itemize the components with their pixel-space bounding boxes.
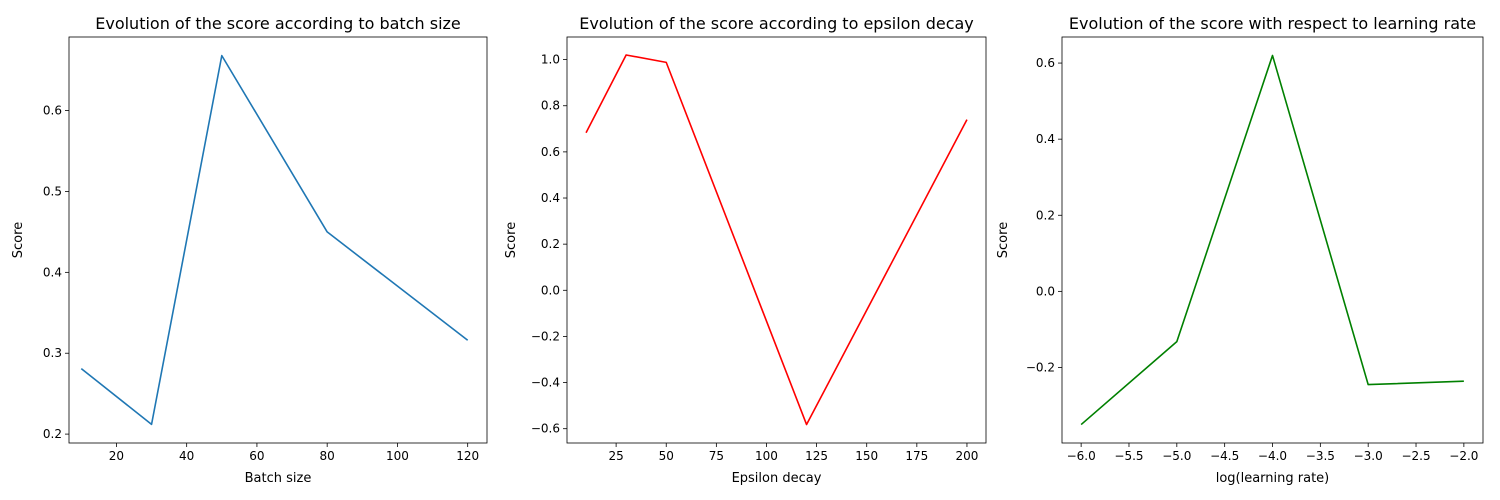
plot-frame bbox=[68, 36, 488, 444]
y-tick-label: −0.4 bbox=[531, 376, 560, 390]
x-tick-label: 100 bbox=[755, 449, 778, 463]
chart-title: Evolution of the score according to batc… bbox=[95, 14, 461, 33]
y-tick-label: 0.4 bbox=[43, 265, 62, 279]
series-line bbox=[585, 54, 968, 426]
y-tick-label: 0.6 bbox=[541, 145, 560, 159]
chart-title: Evolution of the score according to epsi… bbox=[579, 14, 974, 33]
y-tick-label: −0.6 bbox=[531, 422, 560, 436]
x-tick-label: −2.0 bbox=[1449, 449, 1478, 463]
y-tick-label: 0.6 bbox=[43, 104, 62, 118]
x-tick-label: −5.0 bbox=[1162, 449, 1191, 463]
y-tick-label: 0.6 bbox=[1036, 56, 1055, 70]
y-axis-label: Score bbox=[504, 222, 519, 258]
x-tick-label: −2.5 bbox=[1401, 449, 1430, 463]
x-tick-label: −3.0 bbox=[1354, 449, 1383, 463]
chart-title: Evolution of the score with respect to l… bbox=[1069, 14, 1476, 33]
series-line bbox=[80, 54, 469, 426]
x-tick-label: 175 bbox=[905, 449, 928, 463]
x-tick-label: 120 bbox=[456, 449, 479, 463]
series-line bbox=[1080, 54, 1464, 426]
y-tick-label: 0.5 bbox=[43, 184, 62, 198]
x-tick-label: 80 bbox=[320, 449, 335, 463]
chart-1: Evolution of the score according to batc… bbox=[11, 14, 488, 486]
x-tick-label: 100 bbox=[386, 449, 409, 463]
plot-frame bbox=[566, 36, 987, 444]
y-tick-label: 0.4 bbox=[541, 191, 560, 205]
x-tick-label: 150 bbox=[855, 449, 878, 463]
y-tick-label: 0.3 bbox=[43, 346, 62, 360]
y-tick-label: 0.0 bbox=[541, 283, 560, 297]
x-tick-label: −4.5 bbox=[1210, 449, 1239, 463]
y-axis-label: Score bbox=[11, 222, 26, 258]
y-tick-label: 0.2 bbox=[1036, 208, 1055, 222]
chart-2: Evolution of the score according to epsi… bbox=[504, 14, 987, 486]
x-axis-label: log(learning rate) bbox=[1216, 471, 1330, 486]
x-tick-label: −4.0 bbox=[1258, 449, 1287, 463]
chart-3: Evolution of the score with respect to l… bbox=[996, 14, 1484, 486]
y-tick-label: −0.2 bbox=[1026, 360, 1055, 374]
x-tick-label: −3.5 bbox=[1306, 449, 1335, 463]
x-tick-label: 75 bbox=[709, 449, 724, 463]
x-tick-label: 125 bbox=[805, 449, 828, 463]
x-axis-label: Epsilon decay bbox=[732, 471, 822, 486]
x-tick-label: 20 bbox=[109, 449, 124, 463]
x-tick-label: −5.5 bbox=[1114, 449, 1143, 463]
x-tick-label: 25 bbox=[608, 449, 623, 463]
y-tick-label: 0.2 bbox=[541, 237, 560, 251]
y-tick-label: 0.4 bbox=[1036, 132, 1055, 146]
x-tick-label: 40 bbox=[179, 449, 194, 463]
y-axis-label: Score bbox=[996, 222, 1011, 258]
x-axis-label: Batch size bbox=[245, 471, 312, 486]
y-tick-label: 0.0 bbox=[1036, 284, 1055, 298]
y-tick-label: −0.2 bbox=[531, 329, 560, 343]
x-tick-label: −6.0 bbox=[1067, 449, 1096, 463]
x-tick-label: 60 bbox=[249, 449, 264, 463]
x-tick-label: 200 bbox=[956, 449, 979, 463]
y-tick-label: 0.8 bbox=[541, 99, 560, 113]
y-tick-label: 0.2 bbox=[43, 427, 62, 441]
x-tick-label: 50 bbox=[659, 449, 674, 463]
y-tick-label: 1.0 bbox=[541, 53, 560, 67]
plot-frame bbox=[1061, 36, 1484, 444]
